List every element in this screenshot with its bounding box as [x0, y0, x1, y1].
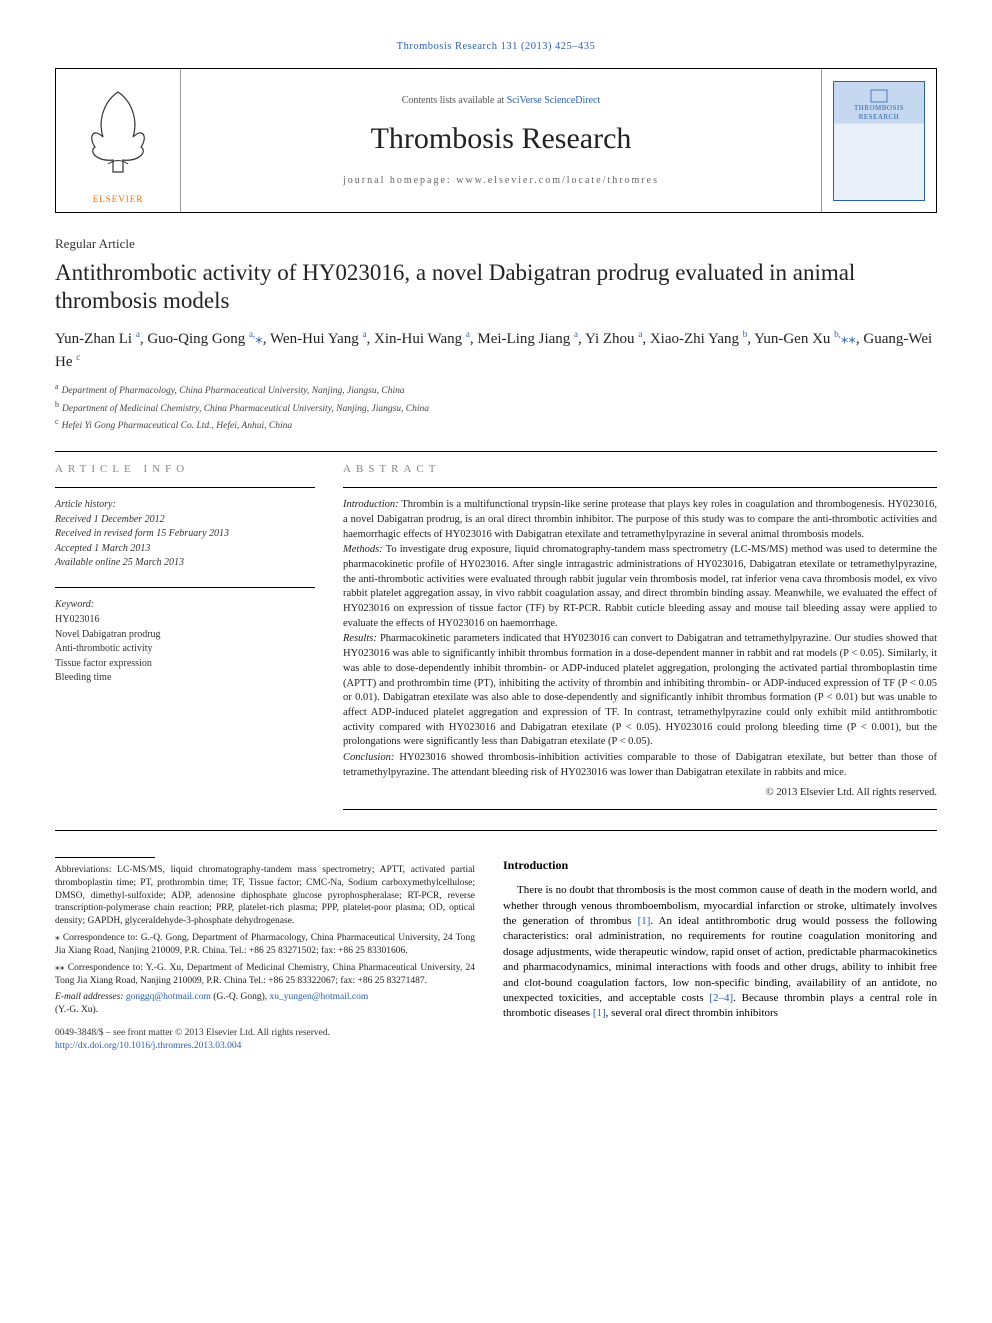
footnotes-block: Abbreviations: LC-MS/MS, liquid chromato… [55, 864, 475, 1017]
homepage-label: journal homepage: [343, 175, 456, 186]
cover-crest-icon [869, 88, 889, 104]
abbrev-text: LC-MS/MS, liquid chromatography-tandem m… [55, 865, 475, 926]
keyword-item: Tissue factor expression [55, 658, 152, 669]
history-online: Available online 25 March 2013 [55, 557, 184, 568]
keywords-label: Keyword: [55, 598, 315, 613]
abs-results-label: Results: [343, 633, 377, 644]
abs-conclusion-label: Conclusion: [343, 752, 394, 763]
abs-intro-label: Introduction: [343, 499, 399, 510]
email2-who: (Y.-G. Xu). [55, 1005, 98, 1015]
keyword-item: Bleeding time [55, 672, 111, 683]
history-received: Received 1 December 2012 [55, 514, 165, 525]
publisher-logo-box: ELSEVIER [56, 69, 181, 212]
keyword-item: Anti-thrombotic activity [55, 643, 152, 654]
article-history: Article history: Received 1 December 201… [55, 498, 315, 571]
publisher-label: ELSEVIER [73, 193, 163, 205]
email-link-2[interactable]: xu_yungen@hotmail.com [269, 992, 368, 1002]
author-list: Yun-Zhan Li a, Guo-Qing Gong a,⁎, Wen-Hu… [55, 328, 937, 373]
abstract-bottom-rule [343, 809, 937, 810]
doi-link[interactable]: http://dx.doi.org/10.1016/j.thromres.201… [55, 1041, 241, 1051]
journal-masthead: ELSEVIER Contents lists available at Sci… [55, 68, 937, 213]
citation-link[interactable]: [2–4] [709, 992, 733, 1004]
masthead-center: Contents lists available at SciVerse Sci… [181, 69, 821, 212]
keyword-item: Novel Dabigatran prodrug [55, 629, 161, 640]
cover-title-line2: RESEARCH [859, 113, 900, 122]
homepage-url[interactable]: www.elsevier.com/locate/thromres [456, 175, 659, 186]
footnote-rule [55, 857, 155, 858]
abs-intro-text: Thrombin is a multifunctional trypsin-li… [343, 499, 937, 539]
history-label: Article history: [55, 499, 116, 510]
journal-name: Thrombosis Research [371, 119, 632, 160]
abstract-copyright: © 2013 Elsevier Ltd. All rights reserved… [343, 786, 937, 801]
history-revised: Received in revised form 15 February 201… [55, 528, 229, 539]
abstract-body: Introduction: Thrombin is a multifunctio… [343, 498, 937, 801]
contents-prefix: Contents lists available at [402, 95, 507, 106]
sciencedirect-link[interactable]: SciVerse ScienceDirect [507, 95, 601, 106]
corr2-mark: ⁎⁎ [55, 963, 65, 973]
intro-text-2: . An ideal antithrombotic drug would pos… [503, 915, 937, 1004]
journal-homepage: journal homepage: www.elsevier.com/locat… [343, 174, 659, 188]
keywords-block: Keyword: HY023016 Novel Dabigatran prodr… [55, 598, 315, 686]
abs-results-text: Pharmacokinetic parameters indicated tha… [343, 633, 937, 747]
cover-thumb-box: THROMBOSIS RESEARCH [821, 69, 936, 212]
section-rule [55, 451, 937, 452]
article-info-heading: ARTICLE INFO [55, 462, 315, 477]
contents-line: Contents lists available at SciVerse Sci… [402, 94, 601, 108]
lower-rule [55, 830, 937, 831]
email-link-1[interactable]: gonggq@hotmail.com [126, 992, 211, 1002]
citation-link[interactable]: [1] [638, 915, 651, 927]
history-accepted: Accepted 1 March 2013 [55, 543, 150, 554]
abstract-rule [343, 487, 937, 488]
email-label: E-mail addresses: [55, 992, 124, 1002]
article-type: Regular Article [55, 235, 937, 253]
introduction-heading: Introduction [503, 857, 937, 873]
elsevier-tree-icon [73, 77, 163, 187]
running-head: Thrombosis Research 131 (2013) 425–435 [55, 40, 937, 54]
abs-methods-label: Methods: [343, 544, 383, 555]
abs-methods-text: To investigate drug exposure, liquid chr… [343, 544, 937, 628]
keywords-rule [55, 587, 315, 588]
info-rule [55, 487, 315, 488]
keyword-item: HY023016 [55, 614, 99, 625]
intro-text-4: , several oral direct thrombin inhibitor… [606, 1007, 778, 1019]
email1-who: (G.-Q. Gong), [211, 992, 270, 1002]
affiliations: aDepartment of Pharmacology, China Pharm… [55, 381, 937, 433]
citation-link[interactable]: [1] [593, 1007, 606, 1019]
abbrev-label: Abbreviations: [55, 865, 111, 875]
abs-conclusion-text: HY023016 showed thrombosis-inhibition ac… [343, 752, 937, 778]
introduction-body: There is no doubt that thrombosis is the… [503, 883, 937, 1022]
article-title: Antithrombotic activity of HY023016, a n… [55, 259, 937, 317]
journal-cover-thumbnail: THROMBOSIS RESEARCH [833, 81, 925, 201]
front-matter-line: 0049-3848/$ – see front matter © 2013 El… [55, 1027, 475, 1040]
doi-block: 0049-3848/$ – see front matter © 2013 El… [55, 1027, 475, 1054]
corr1-text: Correspondence to: G.-Q. Gong, Departmen… [55, 933, 475, 956]
cover-title-line1: THROMBOSIS [854, 104, 904, 113]
abstract-heading: ABSTRACT [343, 462, 937, 477]
corr2-text: Correspondence to: Y.-G. Xu, Department … [55, 963, 475, 986]
